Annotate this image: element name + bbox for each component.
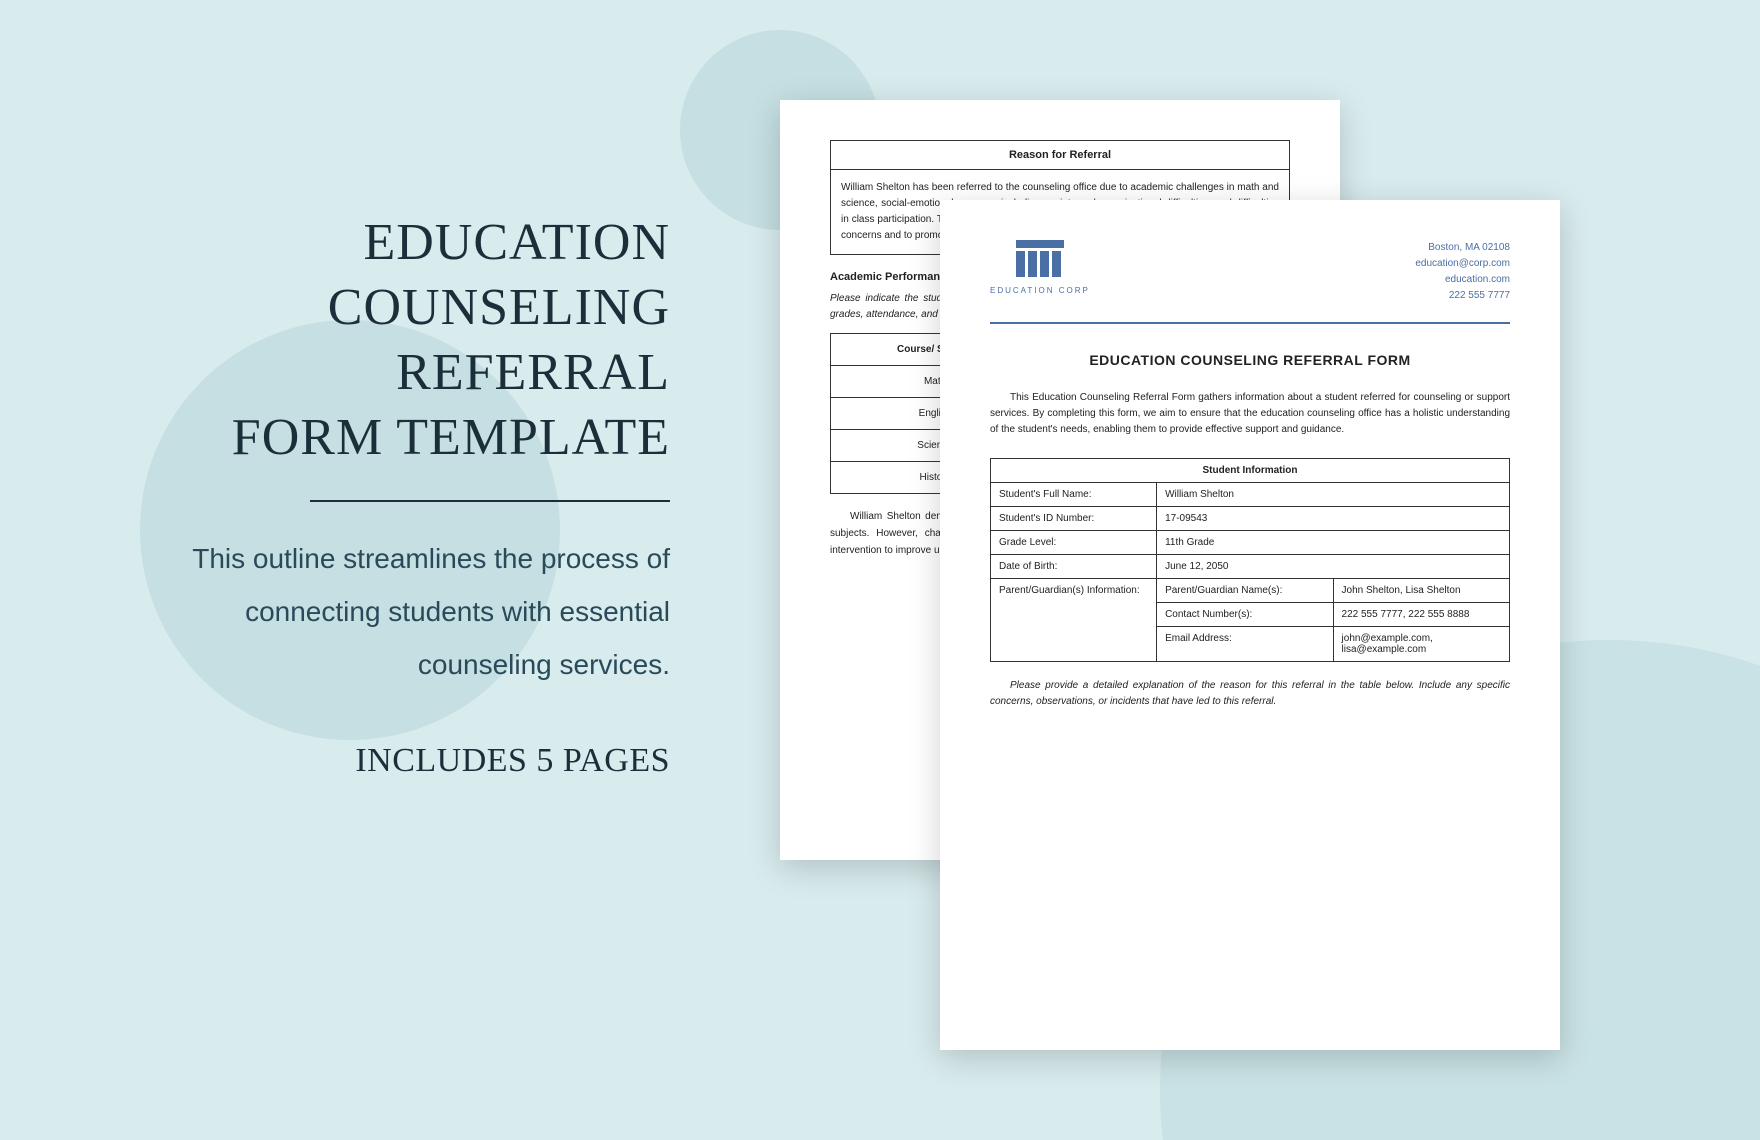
value: john@example.com, lisa@example.com: [1333, 627, 1509, 662]
value: 17-09543: [1157, 507, 1510, 531]
contact-block: Boston, MA 02108 education@corp.com educ…: [1415, 240, 1510, 304]
table-row: Grade Level:11th Grade: [991, 531, 1510, 555]
contact-site: education.com: [1415, 272, 1510, 288]
label: Date of Birth:: [991, 555, 1157, 579]
referral-note: Please provide a detailed explanation of…: [990, 678, 1510, 710]
intro-text: This Education Counseling Referral Form …: [990, 390, 1510, 438]
sublabel: Contact Number(s):: [1157, 603, 1333, 627]
canvas: EDUCATION COUNSELING REFERRAL FORM TEMPL…: [0, 0, 1760, 1140]
label: Parent/Guardian(s) Information:: [991, 579, 1157, 662]
contact-phone: 222 555 7777: [1415, 288, 1510, 304]
form-title: EDUCATION COUNSELING REFERRAL FORM: [990, 352, 1510, 368]
sublabel: Email Address:: [1157, 627, 1333, 662]
left-panel: EDUCATION COUNSELING REFERRAL FORM TEMPL…: [110, 210, 670, 780]
title-line: FORM TEMPLATE: [110, 405, 670, 470]
logo-text: EDUCATION CORP: [990, 286, 1090, 295]
header-rule: [990, 322, 1510, 324]
value: June 12, 2050: [1157, 555, 1510, 579]
sublabel: Parent/Guardian Name(s):: [1157, 579, 1333, 603]
contact-email: education@corp.com: [1415, 256, 1510, 272]
logo-icon: [1016, 240, 1064, 280]
title-line: COUNSELING REFERRAL: [110, 275, 670, 405]
divider: [310, 500, 670, 502]
table-row: Parent/Guardian(s) Information:Parent/Gu…: [991, 579, 1510, 603]
student-info-table: Student Information Student's Full Name:…: [990, 458, 1510, 662]
label: Student's ID Number:: [991, 507, 1157, 531]
label: Student's Full Name:: [991, 483, 1157, 507]
pages-note: INCLUDES 5 PAGES: [110, 742, 670, 780]
section-header: Student Information: [991, 459, 1510, 483]
value: 222 555 7777, 222 555 8888: [1333, 603, 1509, 627]
title-line: EDUCATION: [110, 210, 670, 275]
label: Grade Level:: [991, 531, 1157, 555]
template-title: EDUCATION COUNSELING REFERRAL FORM TEMPL…: [110, 210, 670, 470]
value: William Shelton: [1157, 483, 1510, 507]
value: John Shelton, Lisa Shelton: [1333, 579, 1509, 603]
page-front: EDUCATION CORP Boston, MA 02108 educatio…: [940, 200, 1560, 1050]
table-row: Student's ID Number:17-09543: [991, 507, 1510, 531]
reason-header: Reason for Referral: [830, 140, 1290, 170]
value: 11th Grade: [1157, 531, 1510, 555]
table-row: Student's Full Name:William Shelton: [991, 483, 1510, 507]
logo: EDUCATION CORP: [990, 240, 1090, 295]
table-row: Date of Birth:June 12, 2050: [991, 555, 1510, 579]
form-header: EDUCATION CORP Boston, MA 02108 educatio…: [990, 240, 1510, 304]
contact-city: Boston, MA 02108: [1415, 240, 1510, 256]
template-subtitle: This outline streamlines the process of …: [110, 532, 670, 692]
